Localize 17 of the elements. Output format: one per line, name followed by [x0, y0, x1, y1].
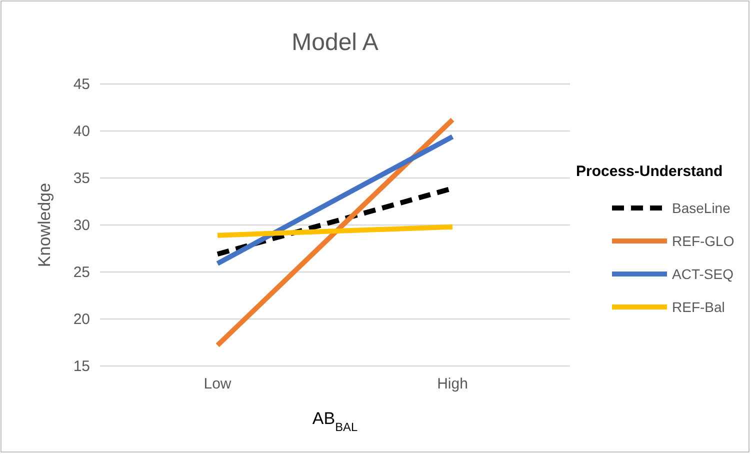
y-axis-title: Knowledge: [35, 182, 54, 268]
legend-label: ACT-SEQ: [672, 266, 734, 282]
legend-label: REF-GLO: [672, 233, 734, 249]
legend-label: REF-Bal: [672, 299, 725, 315]
legend-title: Process-Understand: [576, 163, 723, 180]
x-tick-label: Low: [204, 376, 232, 393]
chart-title: Model A: [292, 29, 378, 56]
legend-label: BaseLine: [672, 200, 731, 216]
y-tick-label: 45: [73, 76, 90, 93]
x-axis-title: AB$_{BAL}$: [312, 409, 358, 434]
y-tick-label: 40: [73, 122, 90, 140]
y-tick-label: 15: [73, 358, 90, 375]
y-tick-label: 35: [73, 170, 90, 187]
y-tick-label: 30: [73, 216, 90, 234]
y-tick-label: 20: [73, 310, 90, 328]
y-tick-label: 25: [73, 264, 90, 281]
x-tick-label: High: [437, 376, 468, 393]
